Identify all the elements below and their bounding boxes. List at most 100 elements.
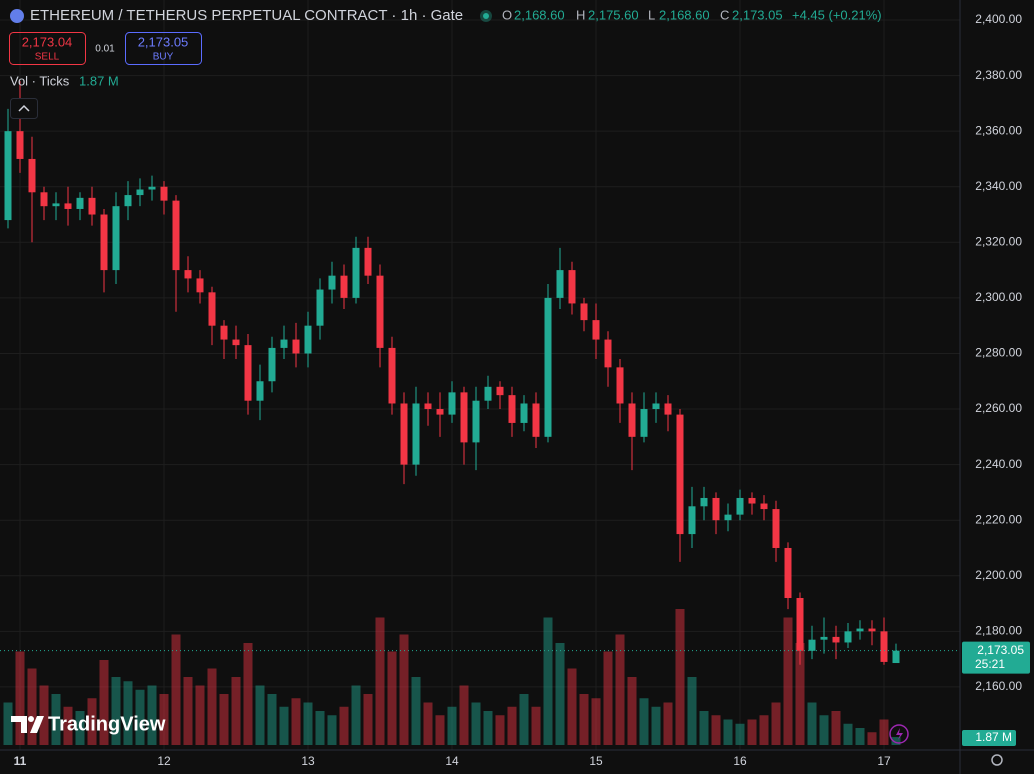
candle-body xyxy=(88,197,96,215)
coin-icon xyxy=(10,9,24,23)
candle-body xyxy=(568,270,576,304)
volume-bar xyxy=(219,694,229,745)
volume-bar xyxy=(447,706,457,745)
volume-bar xyxy=(735,723,745,745)
candle-body xyxy=(820,636,828,640)
candle-body xyxy=(304,325,312,354)
volume-bar xyxy=(483,711,493,745)
volume-layer xyxy=(3,609,901,745)
volume-bar xyxy=(627,677,637,745)
volume-bar xyxy=(411,677,421,745)
volume-bar xyxy=(567,668,577,745)
candle-body xyxy=(712,497,720,521)
candle-body xyxy=(280,339,288,348)
volume-bar xyxy=(783,617,793,745)
settings-icon[interactable] xyxy=(991,754,1003,766)
volume-bar xyxy=(711,715,721,745)
volume-bar xyxy=(111,677,121,745)
candle-body xyxy=(16,131,24,159)
volume-bar xyxy=(39,685,49,745)
countdown: 25:21 xyxy=(975,657,1005,671)
y-tick-label: 2,160.00 xyxy=(975,679,1022,693)
volume-bar xyxy=(159,694,169,745)
candle-body xyxy=(100,214,108,271)
volume-bar xyxy=(99,660,109,745)
candle-body xyxy=(784,547,792,598)
volume-bar xyxy=(663,702,673,745)
y-tick-label: 2,340.00 xyxy=(975,179,1022,193)
candle-body xyxy=(208,292,216,326)
volume-bar xyxy=(759,715,769,745)
volume-bar xyxy=(51,694,61,745)
logo-mark xyxy=(11,716,44,733)
candle-body xyxy=(364,247,372,276)
ohlc-label: L xyxy=(648,7,655,22)
logo: TradingView xyxy=(48,713,166,735)
candle-body xyxy=(292,339,300,354)
volume-bar xyxy=(831,711,841,745)
candle-body xyxy=(856,628,864,632)
candle-body xyxy=(148,186,156,190)
candle-body xyxy=(64,203,72,209)
collapse-button[interactable] xyxy=(10,98,38,119)
volume-bar xyxy=(435,715,445,745)
x-tick-label: 16 xyxy=(733,754,747,768)
volume-bar xyxy=(351,685,361,745)
spread: 0.01 xyxy=(95,44,115,55)
candle-body xyxy=(532,403,540,437)
candle-body xyxy=(640,409,648,437)
candle-body xyxy=(196,278,204,293)
x-tick-label: 17 xyxy=(877,754,891,768)
candle-body xyxy=(580,303,588,321)
volume-bar xyxy=(615,634,625,745)
y-tick-label: 2,300.00 xyxy=(975,290,1022,304)
last-price-box xyxy=(962,641,1030,674)
volume-bar xyxy=(207,668,217,745)
volume-bar xyxy=(291,698,301,745)
volume-bar xyxy=(255,685,265,745)
candle-body xyxy=(652,403,660,410)
sell-price: 2,173.04 xyxy=(22,34,73,49)
logo-mark xyxy=(28,716,34,722)
volume-value-box xyxy=(962,730,1016,746)
volume-bar xyxy=(519,694,529,745)
lightning-button[interactable] xyxy=(889,724,909,744)
lightning-icon xyxy=(896,728,903,740)
volume-bar xyxy=(231,677,241,745)
volume-bar xyxy=(3,702,13,745)
volume-bar xyxy=(363,694,373,745)
volume-bar xyxy=(63,706,73,745)
volume-bar xyxy=(555,643,565,745)
volume-bar xyxy=(723,719,733,745)
grid xyxy=(0,0,960,750)
candle-body xyxy=(676,414,684,535)
volume-bar xyxy=(195,685,205,745)
candle-body xyxy=(616,367,624,404)
x-tick-label: 11 xyxy=(14,754,27,768)
y-tick-label: 2,260.00 xyxy=(975,401,1022,415)
candle-body xyxy=(664,403,672,415)
sell-button[interactable] xyxy=(9,32,86,65)
volume-bar xyxy=(339,706,349,745)
volume-bar xyxy=(771,702,781,745)
candle-body xyxy=(628,403,636,437)
ohlc-label: H xyxy=(576,7,585,22)
volume-bar xyxy=(183,677,193,745)
volume-bar xyxy=(579,694,589,745)
buy-button[interactable] xyxy=(125,32,202,65)
candle-body xyxy=(796,597,804,651)
volume-bar xyxy=(639,698,649,745)
candle-body xyxy=(232,339,240,346)
volume-bar xyxy=(27,668,37,745)
volume-bar xyxy=(855,728,865,745)
volume-bar xyxy=(699,711,709,745)
volume-legend: Vol · Ticks xyxy=(10,73,70,88)
volume-bar xyxy=(267,694,277,745)
y-tick-label: 2,280.00 xyxy=(975,346,1022,360)
candle-body xyxy=(772,509,780,548)
candle-body xyxy=(340,275,348,298)
candle-body xyxy=(244,345,252,401)
candle-body xyxy=(472,400,480,443)
